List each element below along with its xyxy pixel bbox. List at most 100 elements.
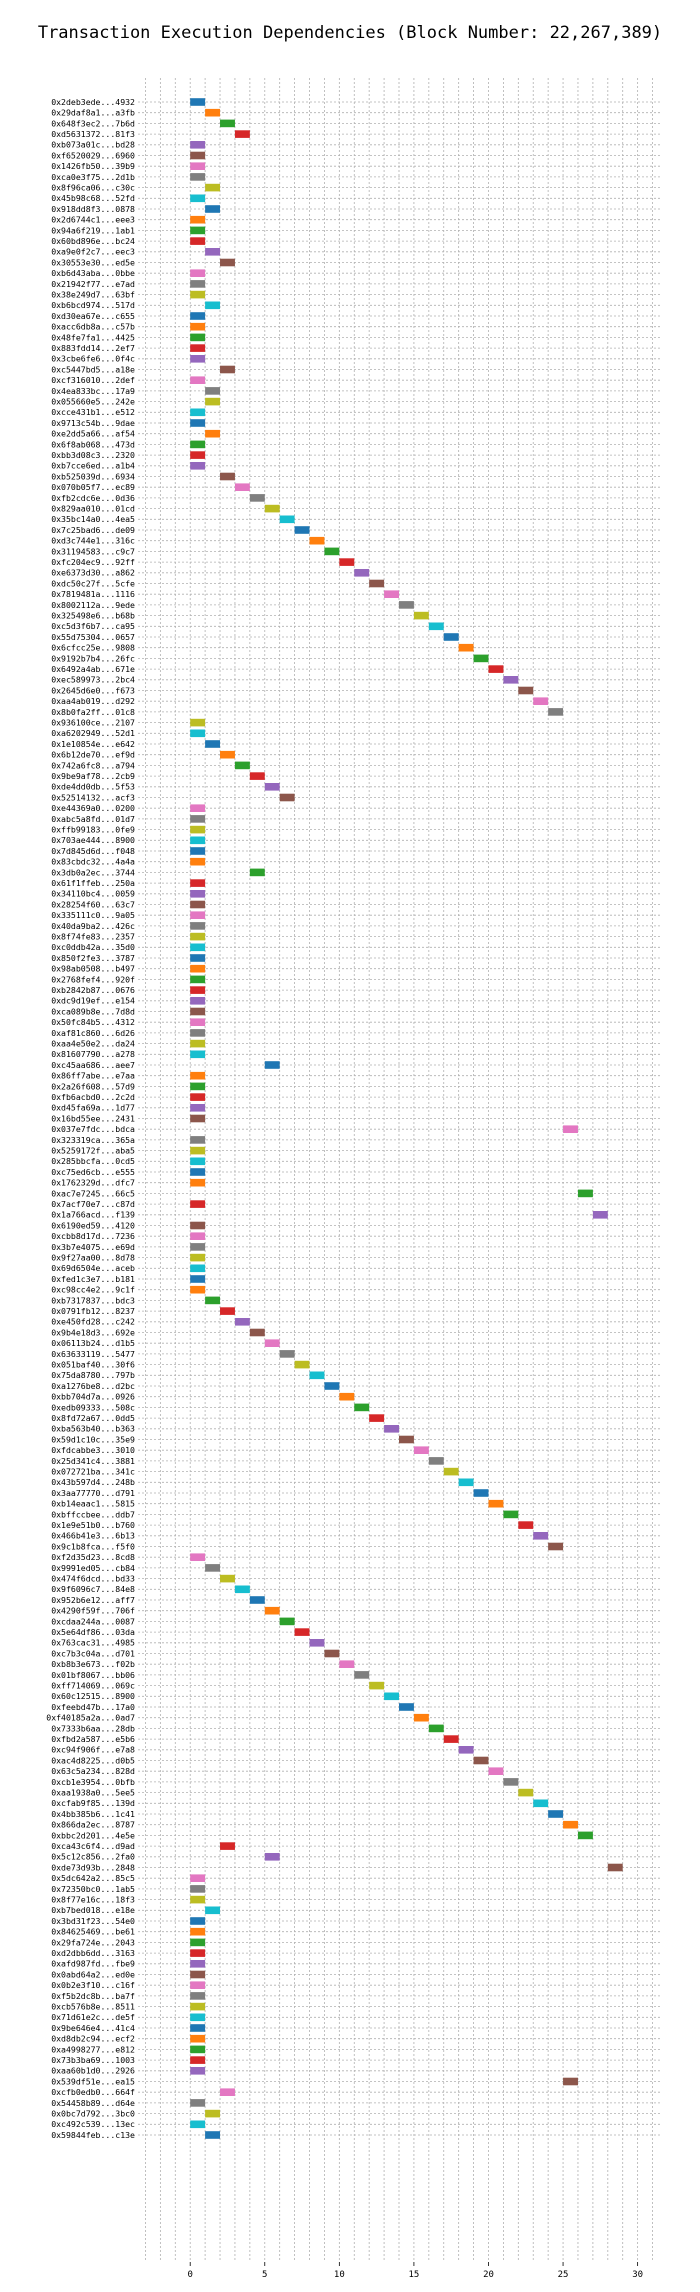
transaction-label: 0x6f8ab068...473d (51, 439, 135, 449)
transaction-bar (399, 1703, 414, 1711)
transaction-bar (190, 2056, 206, 2064)
transaction-label: 0x72350bc0...1ab5 (51, 1884, 135, 1894)
transaction-label: 0x936100ce...2107 (51, 718, 135, 728)
transaction-label: 0xcce431b1...e512 (51, 407, 135, 417)
transaction-bar (234, 1318, 250, 1326)
transaction-bar (190, 847, 206, 855)
transaction-bar (548, 708, 564, 716)
transaction-bar (190, 98, 206, 106)
transaction-bar (205, 183, 221, 192)
transaction-bar (249, 1328, 265, 1337)
transaction-label: 0x06113b24...d1b5 (51, 1338, 135, 1348)
transaction-bar (234, 761, 250, 770)
transaction-bar (249, 868, 265, 877)
transaction-label: 0xb073a01c...bd28 (51, 140, 135, 150)
transaction-label: 0xb7bed018...e18e (51, 1905, 135, 1915)
transaction-bar (548, 1810, 564, 1818)
transaction-label: 0x94a6f219...1ab1 (51, 225, 135, 235)
transaction-label: 0x829aa010...01cd (51, 504, 135, 514)
transaction-bar (264, 783, 280, 791)
transaction-bar (220, 2088, 235, 2096)
transaction-bar (190, 1082, 206, 1091)
transaction-bar (234, 1585, 250, 1594)
transaction-bar (190, 1232, 206, 1240)
transaction-label: 0xe2dd5a66...af54 (51, 429, 135, 439)
transaction-bar (190, 2002, 206, 2011)
transaction-bar (190, 312, 206, 320)
transaction-label: 0x1e9e51b0...b760 (51, 1520, 135, 1530)
transaction-label: 0x3aa77770...d791 (51, 1488, 135, 1498)
transaction-label: 0xe450fd28...c242 (51, 1317, 135, 1327)
transaction-label: 0x98ab0508...b497 (51, 964, 135, 974)
transaction-label: 0x3db0a2ec...3744 (51, 867, 135, 877)
transaction-label: 0x8b0fa2ff...01c8 (51, 707, 135, 717)
transaction-bar (294, 526, 310, 534)
transaction-label: 0x34110bc4...0059 (51, 889, 135, 899)
transaction-label: 0xb2842b87...0676 (51, 985, 135, 995)
transaction-label: 0xffb99183...0fe9 (51, 825, 135, 835)
transaction-bar (190, 333, 206, 342)
transaction-label: 0x883fdd14...2ef7 (51, 343, 135, 353)
transaction-bar (190, 355, 206, 363)
transaction-label: 0x7c25bad6...de09 (51, 525, 135, 535)
transaction-label: 0x2645d6e0...f673 (51, 685, 135, 695)
transaction-label: 0xbbc2d201...4e5e (51, 1830, 135, 1840)
transaction-label: 0x8fd72a67...0dd5 (51, 1413, 135, 1423)
transaction-label: 0xcb576b8e...8511 (51, 2002, 135, 2012)
transaction-bar (190, 376, 206, 384)
transaction-label: 0x29daf8a1...a3fb (51, 108, 135, 118)
transaction-bar (205, 1906, 221, 1915)
transaction-label: 0xfbd2a587...e5b6 (51, 1734, 135, 1744)
transaction-label: 0xaa4e50e2...da24 (51, 1039, 135, 1049)
transaction-bar (190, 462, 206, 470)
transaction-label: 0xedb09333...508c (51, 1402, 135, 1412)
transaction-label: 0x9b4e18d3...692e (51, 1327, 135, 1337)
transaction-bar (190, 322, 206, 331)
transaction-bar (220, 750, 235, 759)
transaction-label: 0x648f3ec2...7b6d (51, 118, 135, 128)
transaction-bar (294, 1360, 310, 1369)
transaction-label: 0x81607790...a278 (51, 1049, 135, 1059)
transaction-bar (473, 1489, 489, 1497)
transaction-label: 0x3b7e4075...e69d (51, 1242, 135, 1252)
transaction-bar (249, 772, 265, 780)
transaction-bar (205, 429, 221, 438)
transaction-label: 0x86ff7abe...e7aa (51, 1071, 135, 1081)
transaction-bar (190, 900, 206, 909)
bars-layer (190, 98, 623, 2139)
transaction-label: 0x9be646e4...41c4 (51, 2023, 135, 2033)
transaction-bar (190, 1007, 206, 1016)
transaction-label: 0x9991ed05...cb84 (51, 1563, 135, 1573)
transaction-bar (577, 1189, 593, 1198)
transaction-bar (518, 686, 534, 695)
transaction-label: 0x6cfcc25e...9808 (51, 643, 135, 653)
transaction-label: 0x54458b89...d64e (51, 2098, 135, 2108)
transaction-bar (503, 1778, 519, 1786)
transaction-label: 0x45b98c68...52fd (51, 193, 135, 203)
transaction-label: 0xc75ed6cb...e555 (51, 1167, 135, 1177)
transaction-label: 0x866da2ec...8787 (51, 1820, 135, 1830)
transaction-bar (190, 237, 206, 245)
chart-title: Transaction Execution Dependencies (Bloc… (38, 23, 662, 43)
transaction-label: 0x5259172f...aba5 (51, 1146, 135, 1156)
transaction-bar (220, 365, 235, 374)
transaction-bar (384, 1425, 399, 1433)
transaction-bar (190, 1200, 206, 1208)
transaction-bar (190, 1938, 206, 1947)
transaction-label: 0xfeebd47b...17a0 (51, 1702, 135, 1712)
transaction-label: 0x40da9ba2...426c (51, 921, 135, 931)
transaction-label: 0xd5631372...81f3 (51, 129, 135, 139)
transaction-label: 0xa1276be8...d2bc (51, 1381, 135, 1391)
transaction-bar (190, 2067, 206, 2075)
transaction-label: 0x3cbe6fe6...0f4c (51, 354, 135, 364)
transaction-label: 0x703ae444...8900 (51, 835, 135, 845)
transaction-bar (577, 1831, 593, 1840)
transaction-bar (190, 1553, 206, 1561)
transaction-bar (339, 1660, 355, 1668)
transaction-label: 0xcbb8d17d...7236 (51, 1231, 135, 1241)
transaction-bar (190, 194, 206, 203)
transaction-label: 0x0b2e3f10...c16f (51, 1980, 135, 1990)
transaction-bar (190, 804, 206, 812)
transaction-label: 0xd30ea67e...c655 (51, 311, 135, 321)
